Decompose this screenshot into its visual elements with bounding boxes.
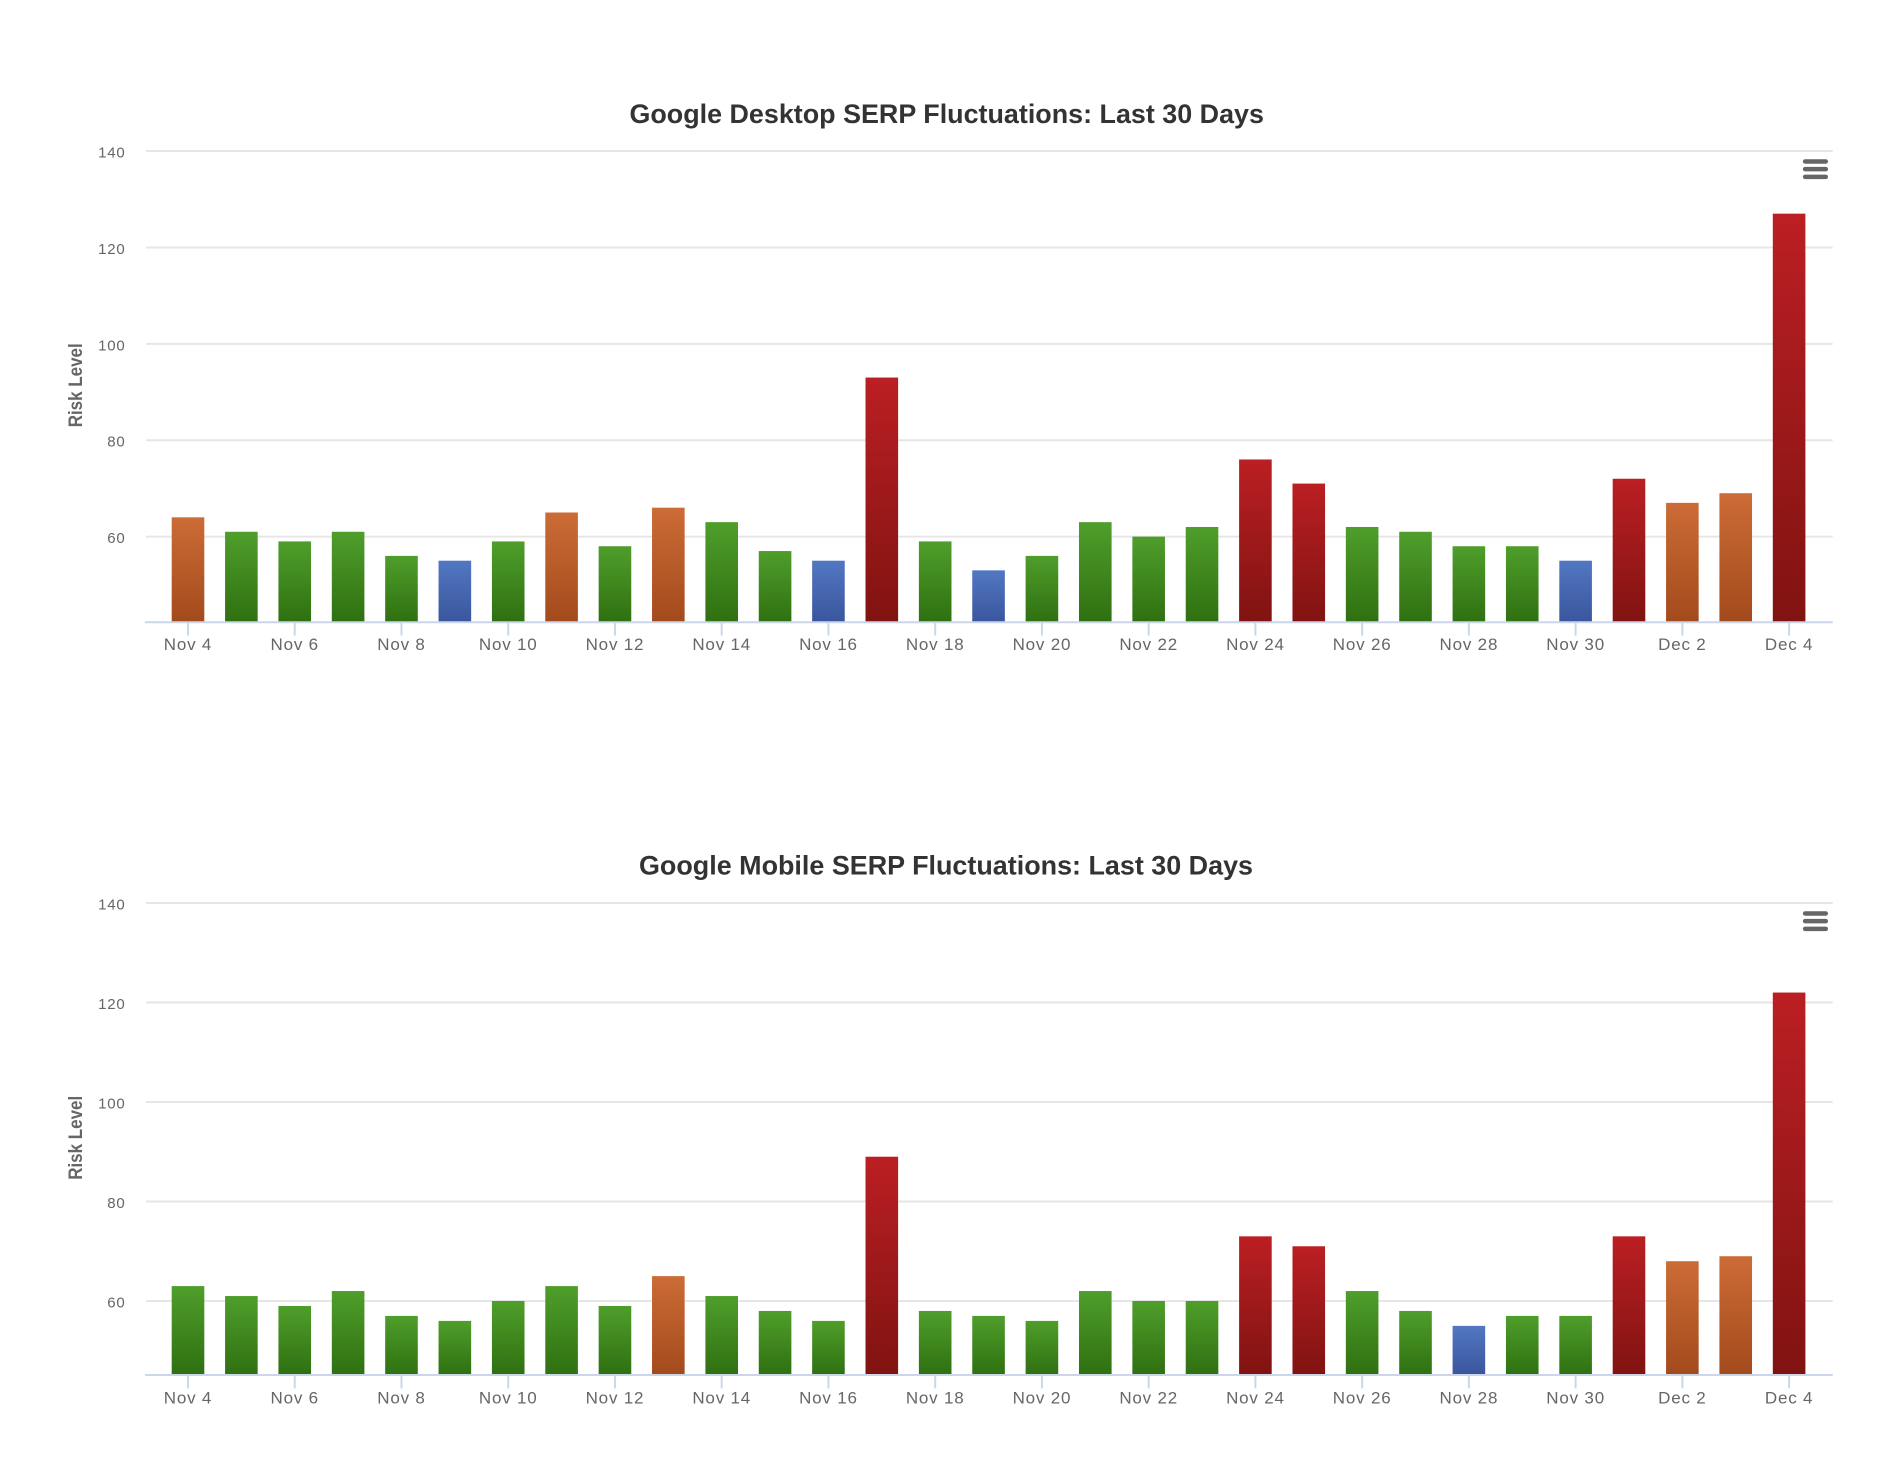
svg-text:100: 100 bbox=[98, 1096, 125, 1113]
svg-text:Nov 6: Nov 6 bbox=[271, 635, 319, 654]
svg-text:80: 80 bbox=[107, 434, 125, 451]
svg-text:Google Desktop SERP Fluctuatio: Google Desktop SERP Fluctuations: Last 3… bbox=[629, 99, 1264, 129]
svg-text:Nov 22: Nov 22 bbox=[1119, 635, 1178, 654]
svg-text:120: 120 bbox=[98, 996, 125, 1013]
svg-text:Dec 2: Dec 2 bbox=[1658, 1389, 1706, 1408]
svg-text:140: 140 bbox=[98, 897, 125, 914]
svg-text:Nov 20: Nov 20 bbox=[1013, 635, 1072, 654]
svg-text:Nov 14: Nov 14 bbox=[692, 635, 751, 654]
svg-text:Nov 16: Nov 16 bbox=[799, 635, 858, 654]
svg-text:Nov 24: Nov 24 bbox=[1226, 1389, 1285, 1408]
svg-text:Nov 12: Nov 12 bbox=[586, 1389, 645, 1408]
svg-text:Nov 28: Nov 28 bbox=[1440, 1389, 1499, 1408]
svg-text:Google Mobile SERP Fluctuation: Google Mobile SERP Fluctuations: Last 30… bbox=[639, 851, 1253, 881]
svg-text:Nov 10: Nov 10 bbox=[479, 1389, 538, 1408]
svg-text:Nov 22: Nov 22 bbox=[1119, 1389, 1178, 1408]
svg-text:Nov 4: Nov 4 bbox=[164, 635, 212, 654]
svg-text:Nov 16: Nov 16 bbox=[799, 1389, 858, 1408]
svg-text:Nov 26: Nov 26 bbox=[1333, 1389, 1392, 1408]
svg-text:Nov 18: Nov 18 bbox=[906, 635, 965, 654]
svg-text:120: 120 bbox=[98, 241, 125, 258]
svg-text:Nov 20: Nov 20 bbox=[1013, 1389, 1072, 1408]
svg-text:Nov 28: Nov 28 bbox=[1440, 635, 1499, 654]
svg-text:60: 60 bbox=[107, 1295, 125, 1312]
svg-text:80: 80 bbox=[107, 1195, 125, 1212]
svg-text:Nov 4: Nov 4 bbox=[164, 1389, 212, 1408]
svg-text:Nov 8: Nov 8 bbox=[377, 1389, 425, 1408]
svg-text:Nov 26: Nov 26 bbox=[1333, 635, 1392, 654]
svg-text:Nov 24: Nov 24 bbox=[1226, 635, 1285, 654]
svg-text:Nov 10: Nov 10 bbox=[479, 635, 538, 654]
svg-text:Nov 8: Nov 8 bbox=[377, 635, 425, 654]
svg-text:Dec 4: Dec 4 bbox=[1765, 635, 1813, 654]
svg-text:Dec 2: Dec 2 bbox=[1658, 635, 1706, 654]
svg-text:Dec 4: Dec 4 bbox=[1765, 1389, 1813, 1408]
svg-text:140: 140 bbox=[98, 145, 125, 162]
svg-text:100: 100 bbox=[98, 337, 125, 354]
svg-text:Nov 14: Nov 14 bbox=[692, 1389, 751, 1408]
svg-text:Nov 30: Nov 30 bbox=[1546, 635, 1605, 654]
svg-text:Risk Level: Risk Level bbox=[66, 343, 87, 427]
svg-text:Nov 30: Nov 30 bbox=[1546, 1389, 1605, 1408]
svg-text:Risk Level: Risk Level bbox=[66, 1096, 87, 1180]
svg-text:60: 60 bbox=[107, 530, 125, 547]
svg-text:Nov 18: Nov 18 bbox=[906, 1389, 965, 1408]
svg-text:Nov 12: Nov 12 bbox=[586, 635, 645, 654]
svg-text:Nov 6: Nov 6 bbox=[271, 1389, 319, 1408]
